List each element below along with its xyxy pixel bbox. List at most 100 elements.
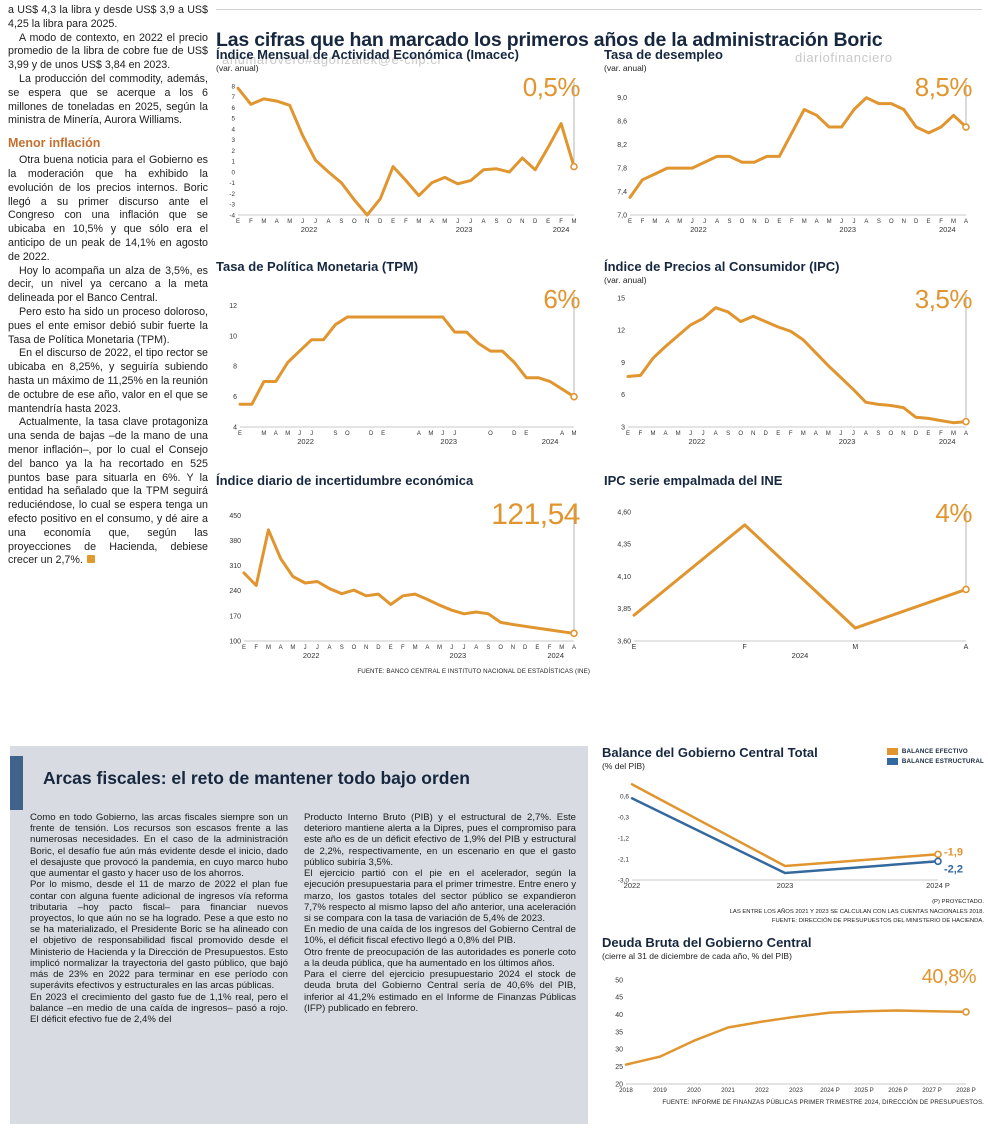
svg-text:S: S [877, 219, 881, 225]
svg-text:-2,2: -2,2 [944, 863, 963, 875]
svg-text:J: J [691, 219, 694, 225]
chart-subtitle: (var. anual) [216, 62, 259, 73]
svg-text:-2: -2 [229, 191, 235, 198]
svg-text:D: D [533, 219, 538, 225]
chart-source: FUENTE: BANCO CENTRAL E INSTITUTO NACION… [357, 667, 590, 675]
svg-text:2024 P: 2024 P [820, 1087, 840, 1094]
svg-text:3,85: 3,85 [617, 606, 631, 613]
svg-text:F: F [790, 219, 794, 225]
svg-text:-4: -4 [229, 212, 235, 219]
chart-incertidumbre: Índice diario de incertidumbre económica… [216, 473, 590, 675]
svg-text:J: J [840, 219, 843, 225]
article-paragraph: En 2023 el crecimiento del gasto fue de … [30, 991, 288, 1025]
svg-text:M: M [416, 219, 421, 225]
svg-text:J: J [314, 219, 317, 225]
svg-text:3,60: 3,60 [617, 638, 631, 645]
svg-text:M: M [651, 431, 656, 437]
svg-text:20: 20 [615, 1081, 623, 1088]
svg-text:E: E [236, 219, 240, 225]
article-paragraph: A modo de contexto, en 2022 el precio pr… [8, 31, 208, 72]
svg-text:2024: 2024 [542, 437, 559, 446]
svg-text:A: A [864, 219, 868, 225]
svg-text:9,0: 9,0 [617, 95, 627, 102]
svg-text:F: F [249, 219, 253, 225]
chart-ipc: Índice de Precios al Consumidor (IPC) (v… [604, 259, 982, 453]
svg-text:E: E [632, 644, 637, 651]
svg-text:J: J [301, 219, 304, 225]
efectivo-swatch-icon [886, 748, 898, 755]
chart-subtitle [604, 489, 982, 500]
svg-text:2022: 2022 [301, 225, 318, 234]
svg-text:2022: 2022 [690, 225, 707, 234]
svg-text:2027 P: 2027 P [922, 1087, 942, 1094]
svg-text:E: E [381, 431, 385, 437]
ipc-latest-value: 3,5% [914, 284, 973, 314]
watermark: diariofinanciero [795, 50, 893, 65]
chart-title: Tasa de desempleo [604, 47, 723, 62]
svg-text:380: 380 [229, 538, 241, 545]
chart-subtitle [216, 275, 590, 286]
svg-text:F: F [401, 645, 405, 651]
chart-notes: (P) PROYECTADO. LAS ENTRE LOS AÑOS 2021 … [602, 898, 984, 927]
svg-text:6: 6 [621, 392, 625, 399]
svg-text:7,4: 7,4 [617, 189, 627, 196]
left-article-column: a US$ 4,3 la libra y desde US$ 3,9 a US$… [8, 4, 208, 568]
svg-text:12: 12 [617, 328, 625, 335]
article-paragraph: Por lo mismo, desde el 11 de marzo de 20… [30, 879, 288, 992]
svg-text:M: M [413, 645, 418, 651]
svg-text:8,6: 8,6 [617, 119, 627, 126]
note: (P) PROYECTADO. [932, 898, 984, 905]
svg-text:S: S [333, 431, 337, 437]
svg-text:A: A [815, 219, 819, 225]
svg-text:A: A [572, 645, 576, 651]
svg-text:-2,1: -2,1 [618, 856, 630, 863]
svg-text:A: A [482, 219, 486, 225]
svg-text:M: M [676, 431, 681, 437]
article-paragraph: Otro frente de preocupación de las autor… [304, 946, 576, 969]
chart-subtitle: (% del PIB) [602, 760, 645, 771]
svg-text:O: O [507, 219, 512, 225]
svg-text:2022: 2022 [624, 881, 641, 890]
end-of-article-icon [86, 555, 95, 564]
svg-text:2025 P: 2025 P [854, 1087, 874, 1094]
svg-text:S: S [728, 219, 732, 225]
svg-text:E: E [626, 431, 630, 437]
svg-text:45: 45 [615, 995, 623, 1002]
svg-text:J: J [304, 645, 307, 651]
svg-text:J: J [702, 431, 705, 437]
svg-text:E: E [777, 219, 781, 225]
svg-text:7: 7 [231, 94, 235, 101]
svg-text:A: A [864, 431, 868, 437]
svg-text:0: 0 [231, 169, 235, 176]
svg-text:A: A [430, 219, 434, 225]
svg-text:0,6: 0,6 [620, 793, 629, 800]
svg-text:M: M [572, 431, 577, 437]
svg-text:E: E [389, 645, 393, 651]
svg-text:M: M [428, 431, 433, 437]
svg-text:2022: 2022 [689, 437, 706, 446]
article-paragraph: Hoy lo acompaña un alza de 3,5%, es deci… [8, 264, 208, 305]
svg-text:M: M [261, 219, 266, 225]
svg-text:4,35: 4,35 [617, 542, 631, 549]
svg-text:4,10: 4,10 [617, 574, 631, 581]
svg-text:O: O [889, 431, 894, 437]
svg-text:2022: 2022 [755, 1087, 769, 1094]
article-paragraph: El ejercicio partió con el pie en el ace… [304, 868, 576, 924]
deuda-latest-value: 40,8% [921, 966, 977, 988]
svg-text:M: M [951, 431, 956, 437]
svg-text:E: E [628, 219, 632, 225]
svg-text:8: 8 [231, 83, 235, 90]
article-paragraph: En medio de una caída de los ingresos de… [304, 924, 576, 947]
chart-subtitle: (cierre al 31 de diciembre de cada año, … [602, 950, 792, 961]
svg-text:E: E [535, 645, 539, 651]
article-paragraph: a US$ 4,3 la libra y desde US$ 3,9 a US$… [8, 4, 208, 30]
svg-text:4,60: 4,60 [617, 509, 631, 516]
svg-text:D: D [765, 219, 770, 225]
svg-text:E: E [927, 219, 931, 225]
svg-text:-0,3: -0,3 [618, 814, 630, 821]
svg-text:15: 15 [617, 295, 625, 302]
svg-text:O: O [352, 645, 357, 651]
